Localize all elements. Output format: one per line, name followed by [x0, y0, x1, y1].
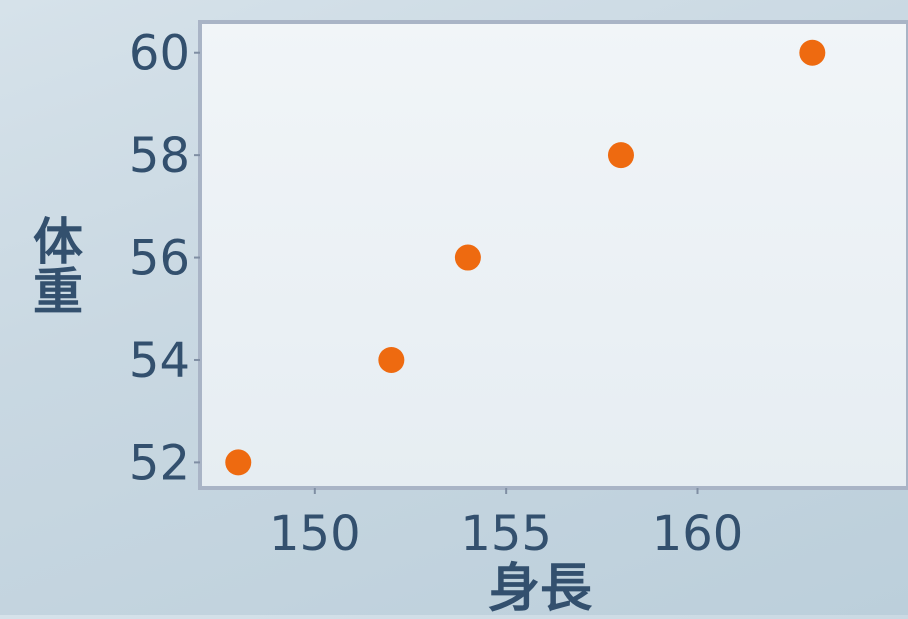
x-tick-label: 155 — [460, 506, 552, 562]
data-point — [378, 346, 405, 373]
x-axis-label: 身長 — [488, 559, 593, 615]
y-axis-label: 体重 — [25, 215, 83, 315]
x-tick-label: 160 — [652, 506, 744, 562]
y-tick-label: 54 — [129, 333, 190, 389]
y-axis-ticks: 52 54 56 58 60 — [129, 26, 200, 491]
y-tick-label: 56 — [129, 231, 190, 287]
data-points — [225, 39, 826, 476]
data-point — [454, 244, 481, 271]
data-point — [799, 39, 826, 66]
y-tick-label: 58 — [129, 128, 190, 184]
x-axis-ticks: 150 155 160 — [269, 488, 743, 562]
y-tick-label: 52 — [129, 435, 190, 491]
plot-area — [198, 20, 908, 490]
data-point — [607, 142, 634, 169]
y-tick-label: 60 — [129, 26, 190, 82]
x-tick-label: 150 — [269, 506, 361, 562]
data-point — [225, 449, 252, 476]
